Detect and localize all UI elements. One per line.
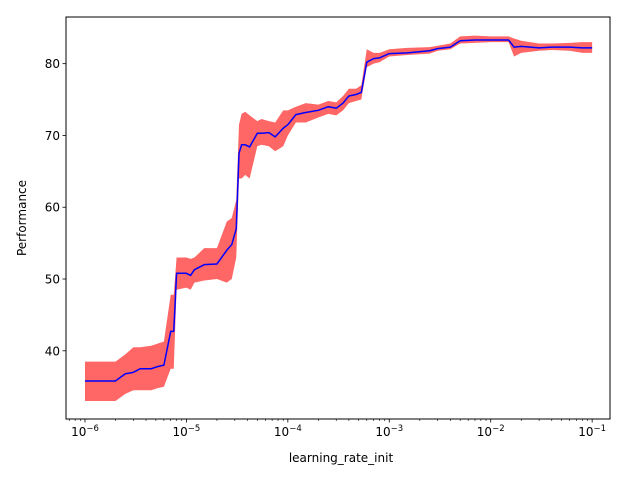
plot-frame <box>65 16 611 420</box>
x-tick-label: 10−2 <box>477 424 505 439</box>
y-tick-label: 40 <box>45 344 60 358</box>
y-tick-label: 70 <box>45 129 60 143</box>
y-tick-label: 80 <box>45 57 60 71</box>
x-tick-label: 10−6 <box>71 424 99 439</box>
confidence-band <box>84 35 593 402</box>
mean-performance-line <box>84 39 593 382</box>
y-tick-label: 60 <box>45 201 60 215</box>
x-axis-label: learning_rate_init <box>289 451 394 465</box>
x-tick-label: 10−3 <box>375 424 403 439</box>
x-tick-label: 10−5 <box>173 424 201 439</box>
axes: 10−6 10−5 10−4 10−3 10−2 10−1 40 50 60 70 80 <box>45 16 611 439</box>
x-tick-label: 10−4 <box>274 424 302 439</box>
plot-area <box>84 35 593 402</box>
x-tick-label: 10−1 <box>578 424 606 439</box>
y-tick-label: 50 <box>45 273 60 287</box>
y-axis-label: Performance <box>15 180 29 256</box>
